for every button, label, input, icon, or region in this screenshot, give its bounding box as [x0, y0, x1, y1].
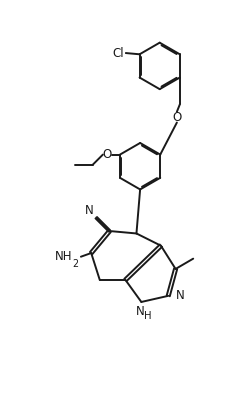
Text: N: N — [85, 204, 94, 217]
Text: Cl: Cl — [113, 47, 124, 59]
Text: NH: NH — [55, 250, 73, 263]
Text: N: N — [136, 305, 144, 318]
Text: O: O — [172, 110, 182, 124]
Text: O: O — [103, 148, 112, 161]
Text: H: H — [144, 311, 152, 321]
Text: N: N — [176, 289, 185, 302]
Text: 2: 2 — [73, 259, 79, 268]
